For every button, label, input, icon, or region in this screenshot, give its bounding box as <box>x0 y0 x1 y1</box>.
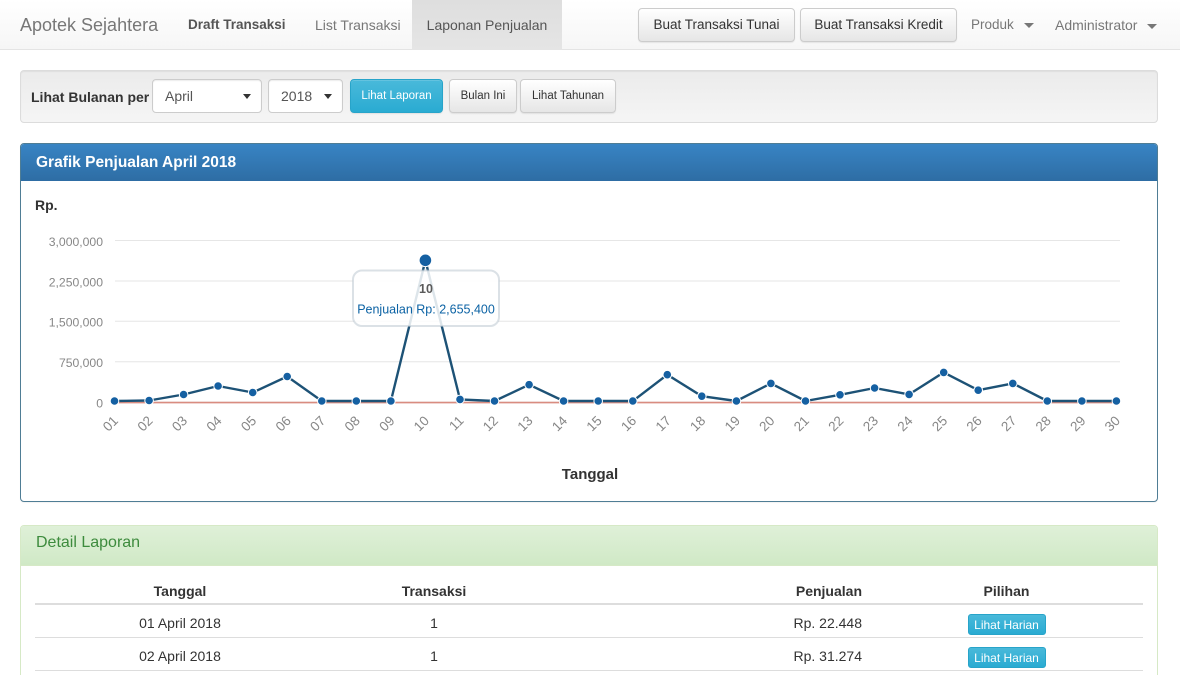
svg-text:08: 08 <box>342 413 363 434</box>
svg-text:01: 01 <box>100 413 121 434</box>
svg-text:30: 30 <box>1102 413 1123 434</box>
svg-text:03: 03 <box>169 413 190 434</box>
svg-text:22: 22 <box>825 413 846 434</box>
svg-text:07: 07 <box>307 413 328 434</box>
svg-text:0: 0 <box>96 396 103 410</box>
svg-text:13: 13 <box>514 413 535 434</box>
svg-text:04: 04 <box>203 413 225 435</box>
svg-text:Penjualan Rp: 2,655,400: Penjualan Rp: 2,655,400 <box>357 303 495 317</box>
svg-text:12: 12 <box>480 413 501 434</box>
svg-text:1,500,000: 1,500,000 <box>49 316 103 330</box>
svg-text:26: 26 <box>964 413 985 434</box>
svg-text:05: 05 <box>238 413 259 434</box>
svg-text:09: 09 <box>376 413 397 434</box>
svg-text:02: 02 <box>134 413 155 434</box>
svg-text:16: 16 <box>618 413 639 434</box>
svg-text:18: 18 <box>687 413 708 434</box>
svg-text:29: 29 <box>1067 413 1088 434</box>
svg-text:15: 15 <box>584 413 605 434</box>
svg-text:2,250,000: 2,250,000 <box>49 275 103 289</box>
svg-text:19: 19 <box>722 413 743 434</box>
svg-text:06: 06 <box>273 413 294 434</box>
svg-text:750,000: 750,000 <box>59 356 103 370</box>
svg-text:25: 25 <box>929 413 950 434</box>
svg-text:24: 24 <box>894 413 916 435</box>
svg-text:17: 17 <box>653 413 674 434</box>
svg-text:23: 23 <box>860 413 881 434</box>
svg-text:27: 27 <box>998 413 1019 434</box>
svg-text:10: 10 <box>419 282 433 296</box>
svg-text:14: 14 <box>549 413 571 435</box>
svg-text:10: 10 <box>411 413 432 434</box>
svg-text:11: 11 <box>446 413 467 434</box>
svg-text:28: 28 <box>1033 413 1054 434</box>
svg-text:3,000,000: 3,000,000 <box>49 235 103 249</box>
svg-text:20: 20 <box>756 413 777 434</box>
svg-text:21: 21 <box>791 413 812 434</box>
